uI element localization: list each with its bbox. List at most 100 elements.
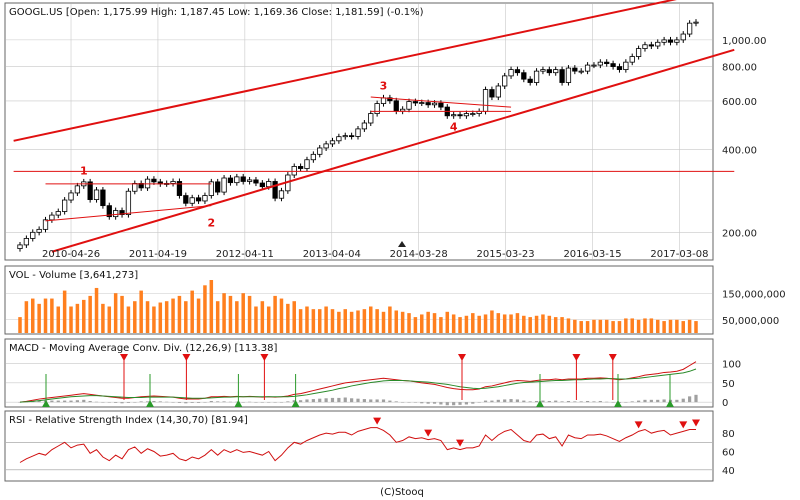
volume-bar [241, 293, 245, 333]
candle-body [406, 101, 412, 110]
macd-histogram-bar [541, 400, 545, 403]
candle-body [100, 189, 106, 207]
macd-histogram-bar [445, 402, 449, 406]
rsi-sell-marker-icon [424, 429, 433, 437]
volume-bar [62, 290, 67, 333]
volume-tick-label: 50,000,000 [722, 316, 779, 327]
candle-body [374, 103, 380, 114]
macd-histogram-bar [362, 399, 366, 403]
macd-histogram-bar [401, 402, 405, 403]
macd-histogram-bar [292, 400, 296, 403]
macd-histogram-bar [273, 402, 277, 403]
macd-histogram-bar [464, 402, 469, 405]
candle-body [227, 177, 234, 184]
volume-bar [617, 321, 622, 333]
macd-histogram-bar [235, 401, 239, 403]
price-tick-label: 800.00 [722, 63, 757, 74]
volume-bar [145, 301, 150, 333]
volume-bar [496, 313, 501, 333]
rsi-sell-marker-icon [373, 417, 382, 425]
candle-body [253, 179, 259, 184]
candle-body [348, 135, 355, 138]
volume-bar [228, 295, 233, 333]
candle-body [119, 210, 125, 215]
candle-body [463, 113, 470, 117]
volume-bar [413, 317, 418, 333]
macd-histogram-bar [75, 400, 79, 403]
candle-body [680, 33, 686, 41]
macd-histogram-bar [662, 399, 666, 403]
macd-histogram-bar [522, 400, 526, 403]
pattern-point-label: 3 [380, 80, 388, 93]
volume-bar [171, 298, 175, 333]
volume-bar [184, 301, 188, 333]
macd-histogram-bar [330, 397, 335, 403]
candle-body [521, 72, 527, 80]
volume-bar [82, 299, 86, 333]
volume-bar [254, 306, 258, 333]
candle-body [87, 181, 93, 200]
macd-histogram-bar [337, 397, 341, 403]
volume-bar [541, 314, 545, 333]
volume-bar [611, 321, 615, 333]
price-tick-label: 1,000.00 [722, 36, 767, 47]
macd-histogram-bar [120, 402, 124, 404]
volume-bar [585, 321, 590, 333]
volume-bar [133, 301, 137, 333]
macd-histogram-bar [305, 399, 309, 403]
pattern-point-label: 4 [450, 121, 458, 134]
volume-bar [247, 295, 252, 333]
macd-histogram-bar [267, 402, 271, 403]
candle-body [259, 182, 265, 188]
macd-histogram-bar [369, 399, 373, 403]
volume-bar [381, 311, 386, 333]
candle-body [195, 197, 202, 202]
macd-histogram-bar [222, 401, 226, 403]
macd-histogram-bar [515, 399, 520, 403]
macd-histogram-bar [579, 401, 583, 403]
volume-bar [101, 303, 105, 333]
macd-tick-label: 50 [722, 379, 735, 390]
volume-bar [349, 311, 354, 333]
volume-bar [439, 317, 443, 333]
macd-histogram-bar [158, 401, 162, 403]
candle-body [686, 22, 693, 35]
candle-body [336, 136, 342, 142]
volume-bar [75, 303, 80, 333]
volume-bar [655, 319, 660, 333]
volume-bar [400, 311, 405, 333]
macd-histogram-bar [534, 400, 539, 403]
macd-histogram-bar [688, 396, 692, 403]
buy-marker-icon [666, 400, 674, 407]
rsi-title: RSI - Relative Strength Index (14,30,70)… [9, 415, 248, 426]
buy-marker-icon [614, 400, 622, 407]
macd-histogram-bar [350, 398, 354, 403]
volume-bar [375, 309, 379, 333]
candle-body [170, 181, 176, 184]
macd-histogram-bar [503, 399, 507, 403]
date-tick-label: 2013-04-04 [303, 249, 361, 260]
volume-bar [509, 314, 513, 333]
candle-body [74, 185, 81, 194]
candle-body [572, 67, 578, 72]
macd-histogram-bar [356, 398, 360, 403]
macd-histogram-bar [528, 401, 532, 403]
macd-histogram-bar [37, 400, 41, 403]
rsi-line [19, 427, 696, 463]
candle-body [62, 199, 68, 212]
date-tick-label: 2015-03-23 [477, 249, 535, 260]
volume-bar [311, 309, 316, 333]
macd-histogram-bar [637, 400, 641, 403]
signal-line [19, 368, 697, 403]
macd-histogram-bar [605, 401, 609, 403]
macd-histogram-bar [318, 398, 322, 403]
volume-bar [343, 309, 347, 333]
volume-bar [675, 319, 679, 333]
volume-bar [464, 315, 469, 333]
macd-histogram-bar [324, 398, 328, 403]
candle-body [49, 214, 55, 221]
macd-histogram-bar [483, 400, 488, 403]
macd-histogram-bar [388, 400, 392, 403]
macd-histogram-bar [675, 399, 679, 403]
sell-marker-icon [458, 354, 466, 361]
